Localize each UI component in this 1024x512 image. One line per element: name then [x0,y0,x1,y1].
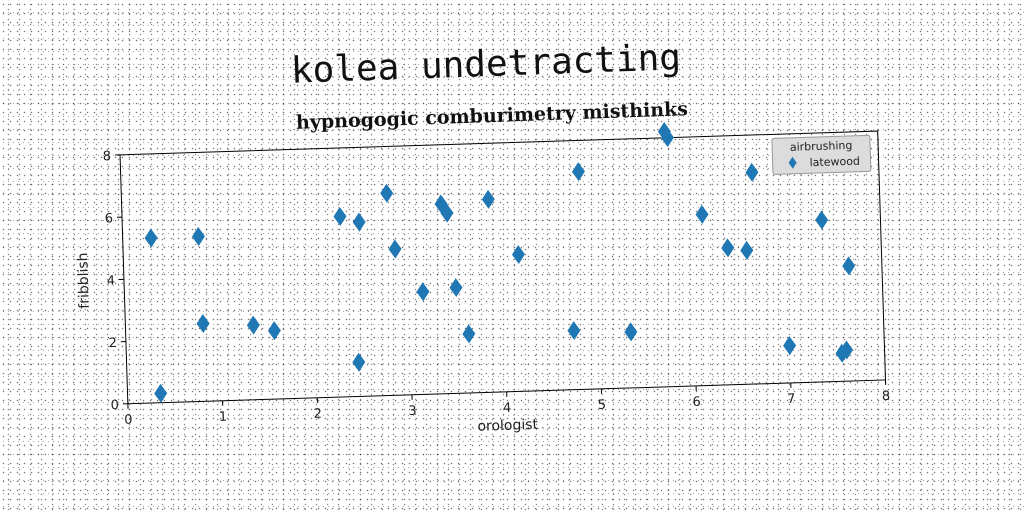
y-tick-label: 6 [105,211,114,226]
legend-entry-label: latewood [809,155,860,170]
y-axis-label: fribblish [75,252,93,309]
data-point-diamond [154,383,168,403]
x-tick-label: 2 [313,407,322,422]
data-point-diamond [267,321,281,341]
data-point-diamond [144,228,158,248]
data-points [144,122,856,403]
data-point-diamond [462,324,476,344]
data-point-diamond [571,162,585,182]
data-point-diamond [695,204,709,224]
data-point-diamond [416,282,430,302]
data-point-diamond [191,226,205,246]
chart-title: kolea undetracting [290,37,681,92]
legend-title: airbrushing [790,139,853,154]
data-point-diamond [624,322,638,342]
x-tick-label: 5 [598,398,607,413]
axes-frame [119,130,887,405]
data-point-diamond [352,352,366,372]
data-point-diamond [840,340,854,360]
y-tick-label: 4 [106,274,115,289]
data-point-diamond [246,315,260,335]
legend-box [771,134,872,175]
x-tick-label: 3 [408,404,417,419]
x-tick-label: 1 [219,410,228,425]
x-axis-label: orologist [477,417,539,435]
data-point-diamond [721,238,735,258]
data-point-diamond [567,321,581,341]
data-point-diamond [835,343,849,363]
legend-marker-diamond [788,156,797,169]
data-point-diamond [196,314,210,334]
legend: airbrushing latewood [771,134,872,175]
data-point-diamond [388,239,402,259]
data-point-diamond [511,244,525,264]
data-point-diamond [352,212,366,232]
data-point-diamond [842,256,856,276]
data-point-diamond [660,128,674,148]
y-axis-ticks: 0 2 4 6 8 [103,149,128,413]
x-tick-label: 4 [503,401,512,416]
y-tick-label: 8 [103,149,112,164]
x-axis-ticks: 0 1 2 3 4 5 6 7 8 [124,379,891,428]
chart-subtitle: hypnogogic comburimetry misthinks [296,98,689,134]
data-point-diamond [440,203,454,223]
x-tick-label: 7 [787,392,796,407]
y-tick-label: 0 [110,398,119,413]
data-point-diamond [815,210,829,230]
data-point-diamond [449,278,463,298]
data-point-diamond [745,162,759,182]
data-point-diamond [380,183,394,203]
plot-area: 0 1 2 3 4 5 6 7 8 0 2 4 6 8 orologist fribblish airb… [75,122,891,435]
x-tick-label: 0 [124,413,133,428]
data-point-diamond [481,189,495,209]
data-point-diamond [333,206,347,226]
y-tick-label: 2 [108,336,117,351]
data-point-diamond [740,240,754,260]
data-point-diamond [783,336,797,356]
x-tick-label: 8 [882,389,891,404]
x-tick-label: 6 [692,395,701,410]
